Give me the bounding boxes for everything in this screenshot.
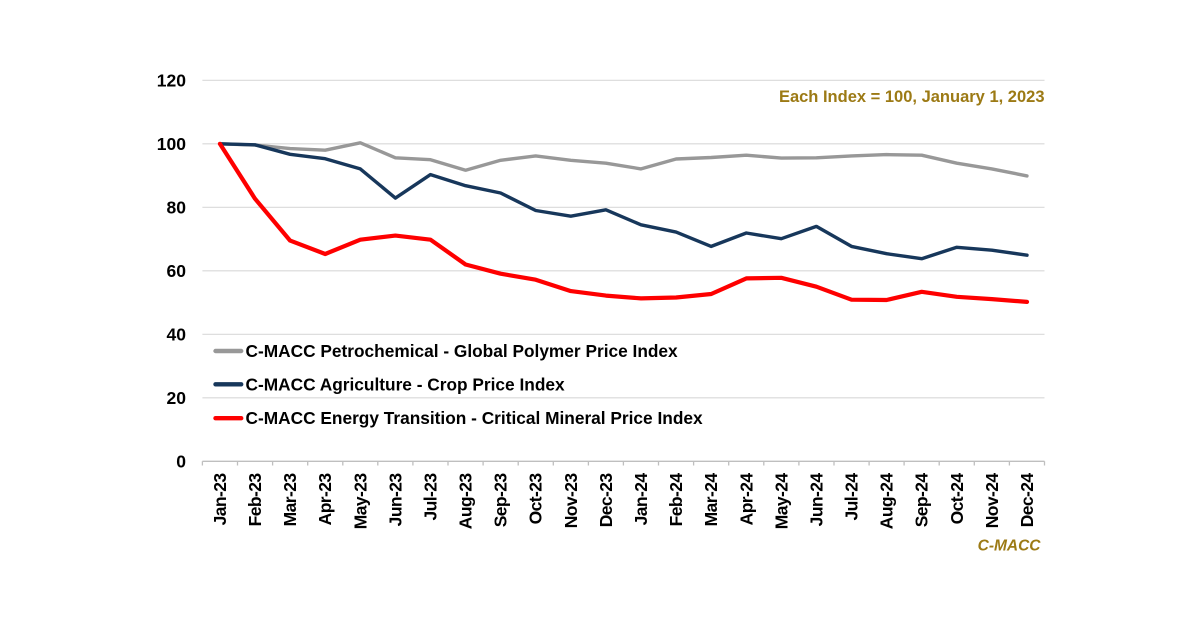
svg-text:C-MACC Petrochemical - Global: C-MACC Petrochemical - Global Polymer Pr… <box>246 341 679 361</box>
svg-text:Sep-23: Sep-23 <box>491 473 511 528</box>
svg-text:Jun-24: Jun-24 <box>806 473 826 527</box>
svg-text:100: 100 <box>157 134 186 154</box>
svg-text:0: 0 <box>176 451 186 471</box>
svg-text:Oct-24: Oct-24 <box>947 473 967 525</box>
svg-text:Apr-24: Apr-24 <box>736 473 756 526</box>
svg-text:Oct-23: Oct-23 <box>526 473 546 525</box>
svg-text:20: 20 <box>167 388 187 408</box>
svg-text:Nov-23: Nov-23 <box>561 473 581 529</box>
svg-text:Sep-24: Sep-24 <box>912 473 932 528</box>
svg-text:Feb-24: Feb-24 <box>666 473 686 527</box>
svg-text:May-23: May-23 <box>350 473 370 530</box>
svg-text:60: 60 <box>167 261 187 281</box>
svg-text:Aug-23: Aug-23 <box>456 473 476 530</box>
svg-text:May-24: May-24 <box>771 473 791 530</box>
svg-text:Each Index = 100, January 1, 2: Each Index = 100, January 1, 2023 <box>779 88 1045 106</box>
svg-text:Jul-23: Jul-23 <box>421 473 441 521</box>
svg-text:Mar-23: Mar-23 <box>280 473 300 527</box>
svg-text:Jul-24: Jul-24 <box>842 473 862 521</box>
svg-text:C-MACC: C-MACC <box>978 538 1042 555</box>
svg-text:Nov-24: Nov-24 <box>982 473 1002 529</box>
svg-text:Jun-23: Jun-23 <box>385 473 405 527</box>
svg-text:Feb-23: Feb-23 <box>245 473 265 527</box>
svg-text:C-MACC Energy Transition - Cri: C-MACC Energy Transition - Critical Mine… <box>246 408 703 428</box>
svg-text:Jan-23: Jan-23 <box>210 473 230 526</box>
svg-text:80: 80 <box>167 197 187 217</box>
svg-text:120: 120 <box>157 70 186 90</box>
svg-text:Dec-24: Dec-24 <box>1017 473 1037 528</box>
svg-text:40: 40 <box>167 324 187 344</box>
svg-text:Mar-24: Mar-24 <box>701 473 721 527</box>
svg-text:Dec-23: Dec-23 <box>596 473 616 528</box>
svg-text:Aug-24: Aug-24 <box>877 473 897 530</box>
svg-text:Apr-23: Apr-23 <box>315 473 335 526</box>
svg-text:C-MACC Agriculture - Crop Pric: C-MACC Agriculture - Crop Price Index <box>246 374 565 394</box>
svg-text:Jan-24: Jan-24 <box>631 473 651 526</box>
